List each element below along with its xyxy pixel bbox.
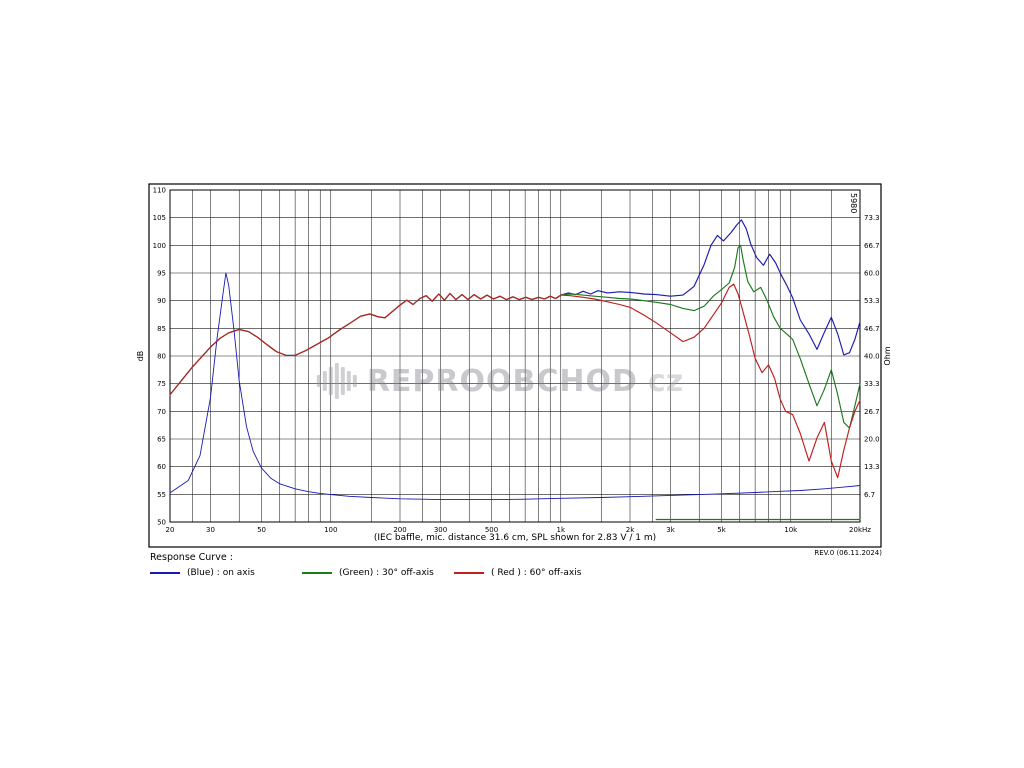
svg-text:20: 20 — [166, 526, 175, 534]
svg-text:Ohm: Ohm — [883, 346, 892, 365]
svg-text:3k: 3k — [666, 526, 675, 534]
svg-text:65: 65 — [157, 436, 166, 444]
svg-text:70: 70 — [157, 408, 166, 416]
svg-text:200: 200 — [393, 526, 406, 534]
svg-text:73.3: 73.3 — [864, 214, 880, 222]
svg-text:90: 90 — [157, 297, 166, 305]
legend-item-red: ( Red ) : 60° off-axis — [454, 568, 606, 578]
svg-text:53.3: 53.3 — [864, 297, 880, 305]
svg-text:60: 60 — [157, 463, 166, 471]
svg-text:33.3: 33.3 — [864, 380, 880, 388]
svg-text:100: 100 — [153, 242, 166, 250]
svg-text:30: 30 — [206, 526, 215, 534]
svg-text:50: 50 — [257, 526, 266, 534]
svg-text:10k: 10k — [784, 526, 798, 534]
svg-text:5k: 5k — [717, 526, 726, 534]
svg-text:46.7: 46.7 — [864, 325, 880, 333]
svg-text:13.3: 13.3 — [864, 463, 880, 471]
svg-text:2k: 2k — [626, 526, 635, 534]
legend-swatch-red — [454, 572, 484, 574]
svg-text:20kHz: 20kHz — [849, 526, 871, 534]
svg-text:75: 75 — [157, 380, 166, 388]
svg-text:50: 50 — [157, 519, 166, 527]
svg-text:95: 95 — [157, 270, 166, 278]
svg-text:85: 85 — [157, 325, 166, 333]
svg-text:1k: 1k — [557, 526, 566, 534]
svg-text:300: 300 — [434, 526, 447, 534]
legend-title: Response Curve : — [150, 552, 233, 563]
svg-text:dB: dB — [136, 351, 145, 362]
chart-caption: (IEC baffle, mic. distance 31.6 cm, SPL … — [373, 533, 657, 543]
legend-item-green: (Green) : 30° off-axis — [302, 568, 454, 578]
legend-label-blue: (Blue) : on axis — [187, 568, 255, 578]
svg-text:105: 105 — [153, 214, 166, 222]
svg-text:5980: 5980 — [849, 193, 858, 213]
svg-text:66.7: 66.7 — [864, 242, 880, 250]
legend-label-red: ( Red ) : 60° off-axis — [491, 568, 582, 578]
svg-text:55: 55 — [157, 491, 166, 499]
legend: (Blue) : on axis (Green) : 30° off-axis … — [150, 568, 606, 578]
svg-text:40.0: 40.0 — [864, 353, 880, 361]
legend-swatch-blue — [150, 572, 180, 574]
legend-label-green: (Green) : 30° off-axis — [339, 568, 434, 578]
legend-swatch-green — [302, 572, 332, 574]
legend-item-blue: (Blue) : on axis — [150, 568, 302, 578]
svg-text:20.0: 20.0 — [864, 436, 880, 444]
svg-text:110: 110 — [153, 187, 166, 195]
svg-text:60.0: 60.0 — [864, 270, 880, 278]
svg-text:100: 100 — [324, 526, 337, 534]
svg-text:26.7: 26.7 — [864, 408, 880, 416]
svg-text:500: 500 — [485, 526, 498, 534]
svg-text:80: 80 — [157, 353, 166, 361]
revision-label: REV.0 (06.11.2024) — [814, 549, 882, 557]
svg-text:6.7: 6.7 — [864, 491, 875, 499]
